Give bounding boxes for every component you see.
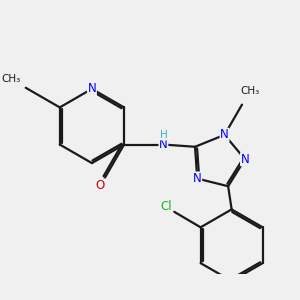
Text: N: N (88, 82, 96, 95)
Text: CH₃: CH₃ (2, 74, 21, 85)
Text: CH₃: CH₃ (240, 86, 259, 96)
Text: N: N (241, 153, 249, 166)
Text: H: H (160, 130, 167, 140)
Text: N: N (220, 128, 229, 141)
Text: Cl: Cl (160, 200, 172, 213)
Text: N: N (159, 138, 168, 151)
Text: O: O (96, 179, 105, 192)
Text: N: N (193, 172, 202, 185)
